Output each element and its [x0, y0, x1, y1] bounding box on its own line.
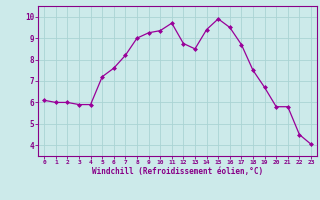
X-axis label: Windchill (Refroidissement éolien,°C): Windchill (Refroidissement éolien,°C): [92, 167, 263, 176]
